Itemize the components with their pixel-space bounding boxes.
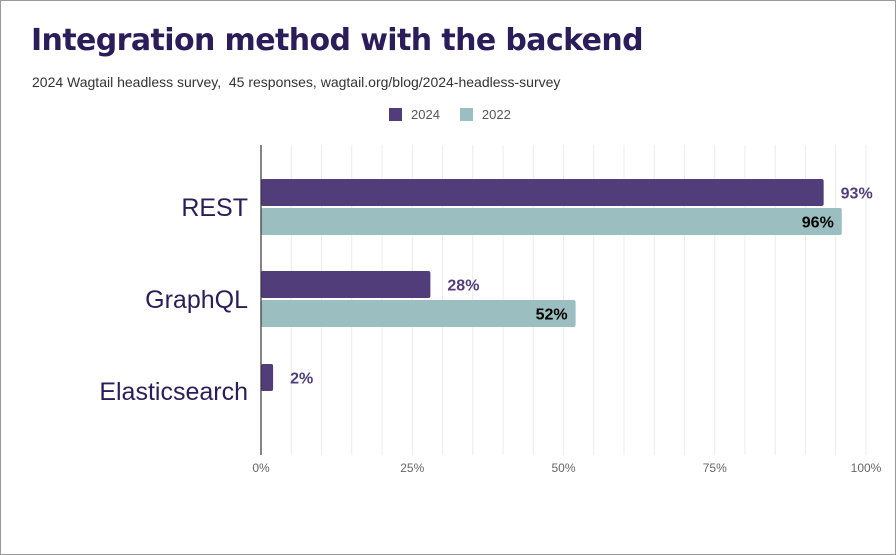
category-label: GraphQL: [145, 286, 248, 314]
bar-2022-graphql: [261, 300, 576, 327]
legend-label-2024: 2024: [411, 107, 440, 122]
legend-item-2022: 2022: [459, 107, 511, 122]
x-tick-label: 75%: [703, 461, 727, 475]
data-label: 28%: [447, 278, 479, 295]
data-label: 93%: [841, 186, 873, 203]
data-label: 2%: [290, 371, 313, 388]
chart-title: Integration method with the backend: [31, 23, 644, 58]
legend-swatch-2022: [459, 108, 473, 121]
bar-2022-rest: [261, 208, 842, 235]
category-label: REST: [181, 194, 248, 222]
x-tick-label: 25%: [400, 461, 424, 475]
legend: 2024 2022: [389, 107, 531, 122]
legend-label-2022: 2022: [481, 107, 511, 122]
x-tick-label: 100%: [851, 461, 882, 475]
bar-2024-elasticsearch: [261, 364, 274, 391]
legend-item-2024: 2024: [389, 107, 440, 122]
category-label: Elasticsearch: [99, 378, 248, 406]
bar-2024-graphql: [261, 271, 431, 298]
x-tick-label: 0%: [252, 461, 270, 475]
data-label: 52%: [536, 307, 568, 324]
chart-subtitle: 2024 Wagtail headless survey, 45 respons…: [32, 74, 561, 90]
data-label: 96%: [802, 215, 834, 232]
x-tick-label: 50%: [551, 461, 575, 475]
legend-swatch-2024: [389, 108, 402, 121]
bar-2024-rest: [261, 179, 824, 206]
